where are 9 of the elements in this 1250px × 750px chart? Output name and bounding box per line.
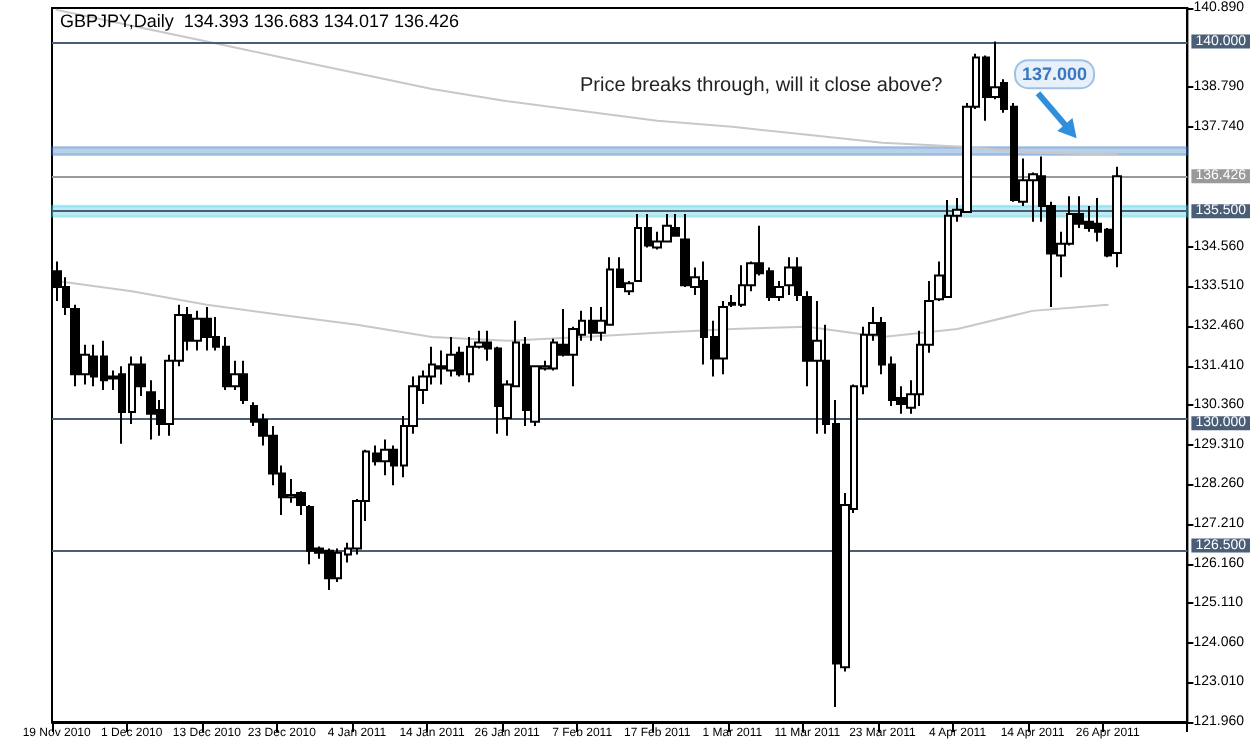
line-series — [55, 8, 1119, 156]
annotation: Price breaks through, will it close above? — [580, 75, 944, 97]
candlestick — [146, 379, 156, 441]
candlestick — [1112, 165, 1122, 269]
candlestick — [784, 256, 794, 297]
candlestick — [718, 300, 728, 376]
chart-title: GBPJPY,Daily 134.393 136.683 134.017 136.426 — [60, 11, 459, 31]
band-label: 137.000 — [1022, 64, 1088, 85]
candlestick — [380, 438, 390, 477]
